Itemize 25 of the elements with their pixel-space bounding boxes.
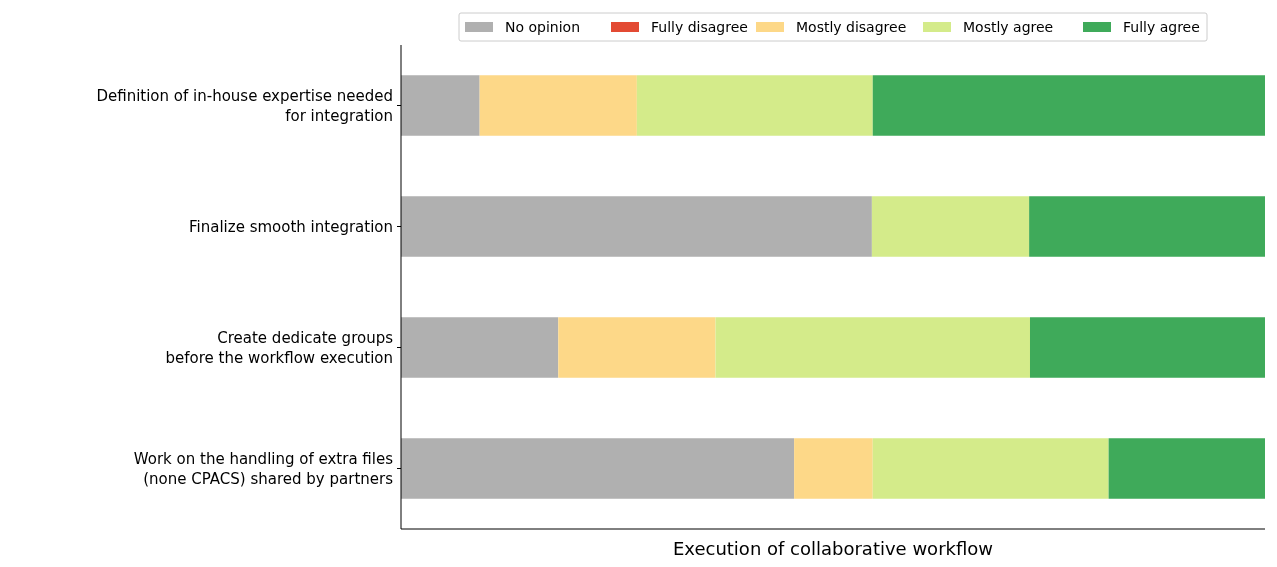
bar [401,196,872,257]
bar [1108,438,1265,499]
y-tick-label: Finalize smooth integration [189,217,393,236]
bar [401,75,480,136]
x-axis-title: Execution of collaborative workflow [672,538,994,559]
y-tick-label: Work on the handling of extra files (none CPACS) shared by partners [133,449,394,488]
legend-label: Fully disagree [651,19,748,35]
legend-label: Mostly agree [963,19,1054,35]
legend-label: Fully agree [1123,19,1200,35]
bar [872,438,1109,499]
bar [794,438,873,499]
bar [871,196,1030,257]
bar [872,75,1265,136]
y-tick-label: Definition of in-house expertise needed for integration [96,86,393,125]
y-tick-label: Create dedicate groups before the workflow execution [165,328,394,367]
bar [1029,317,1265,378]
bar [1029,196,1265,257]
bar [479,75,637,136]
legend-label: No opinion [505,19,581,35]
bar [401,317,559,378]
bar [715,317,1030,378]
legend-label: Mostly disagree [796,19,907,35]
bar [401,438,795,499]
bar [558,317,716,378]
bar [636,75,873,136]
